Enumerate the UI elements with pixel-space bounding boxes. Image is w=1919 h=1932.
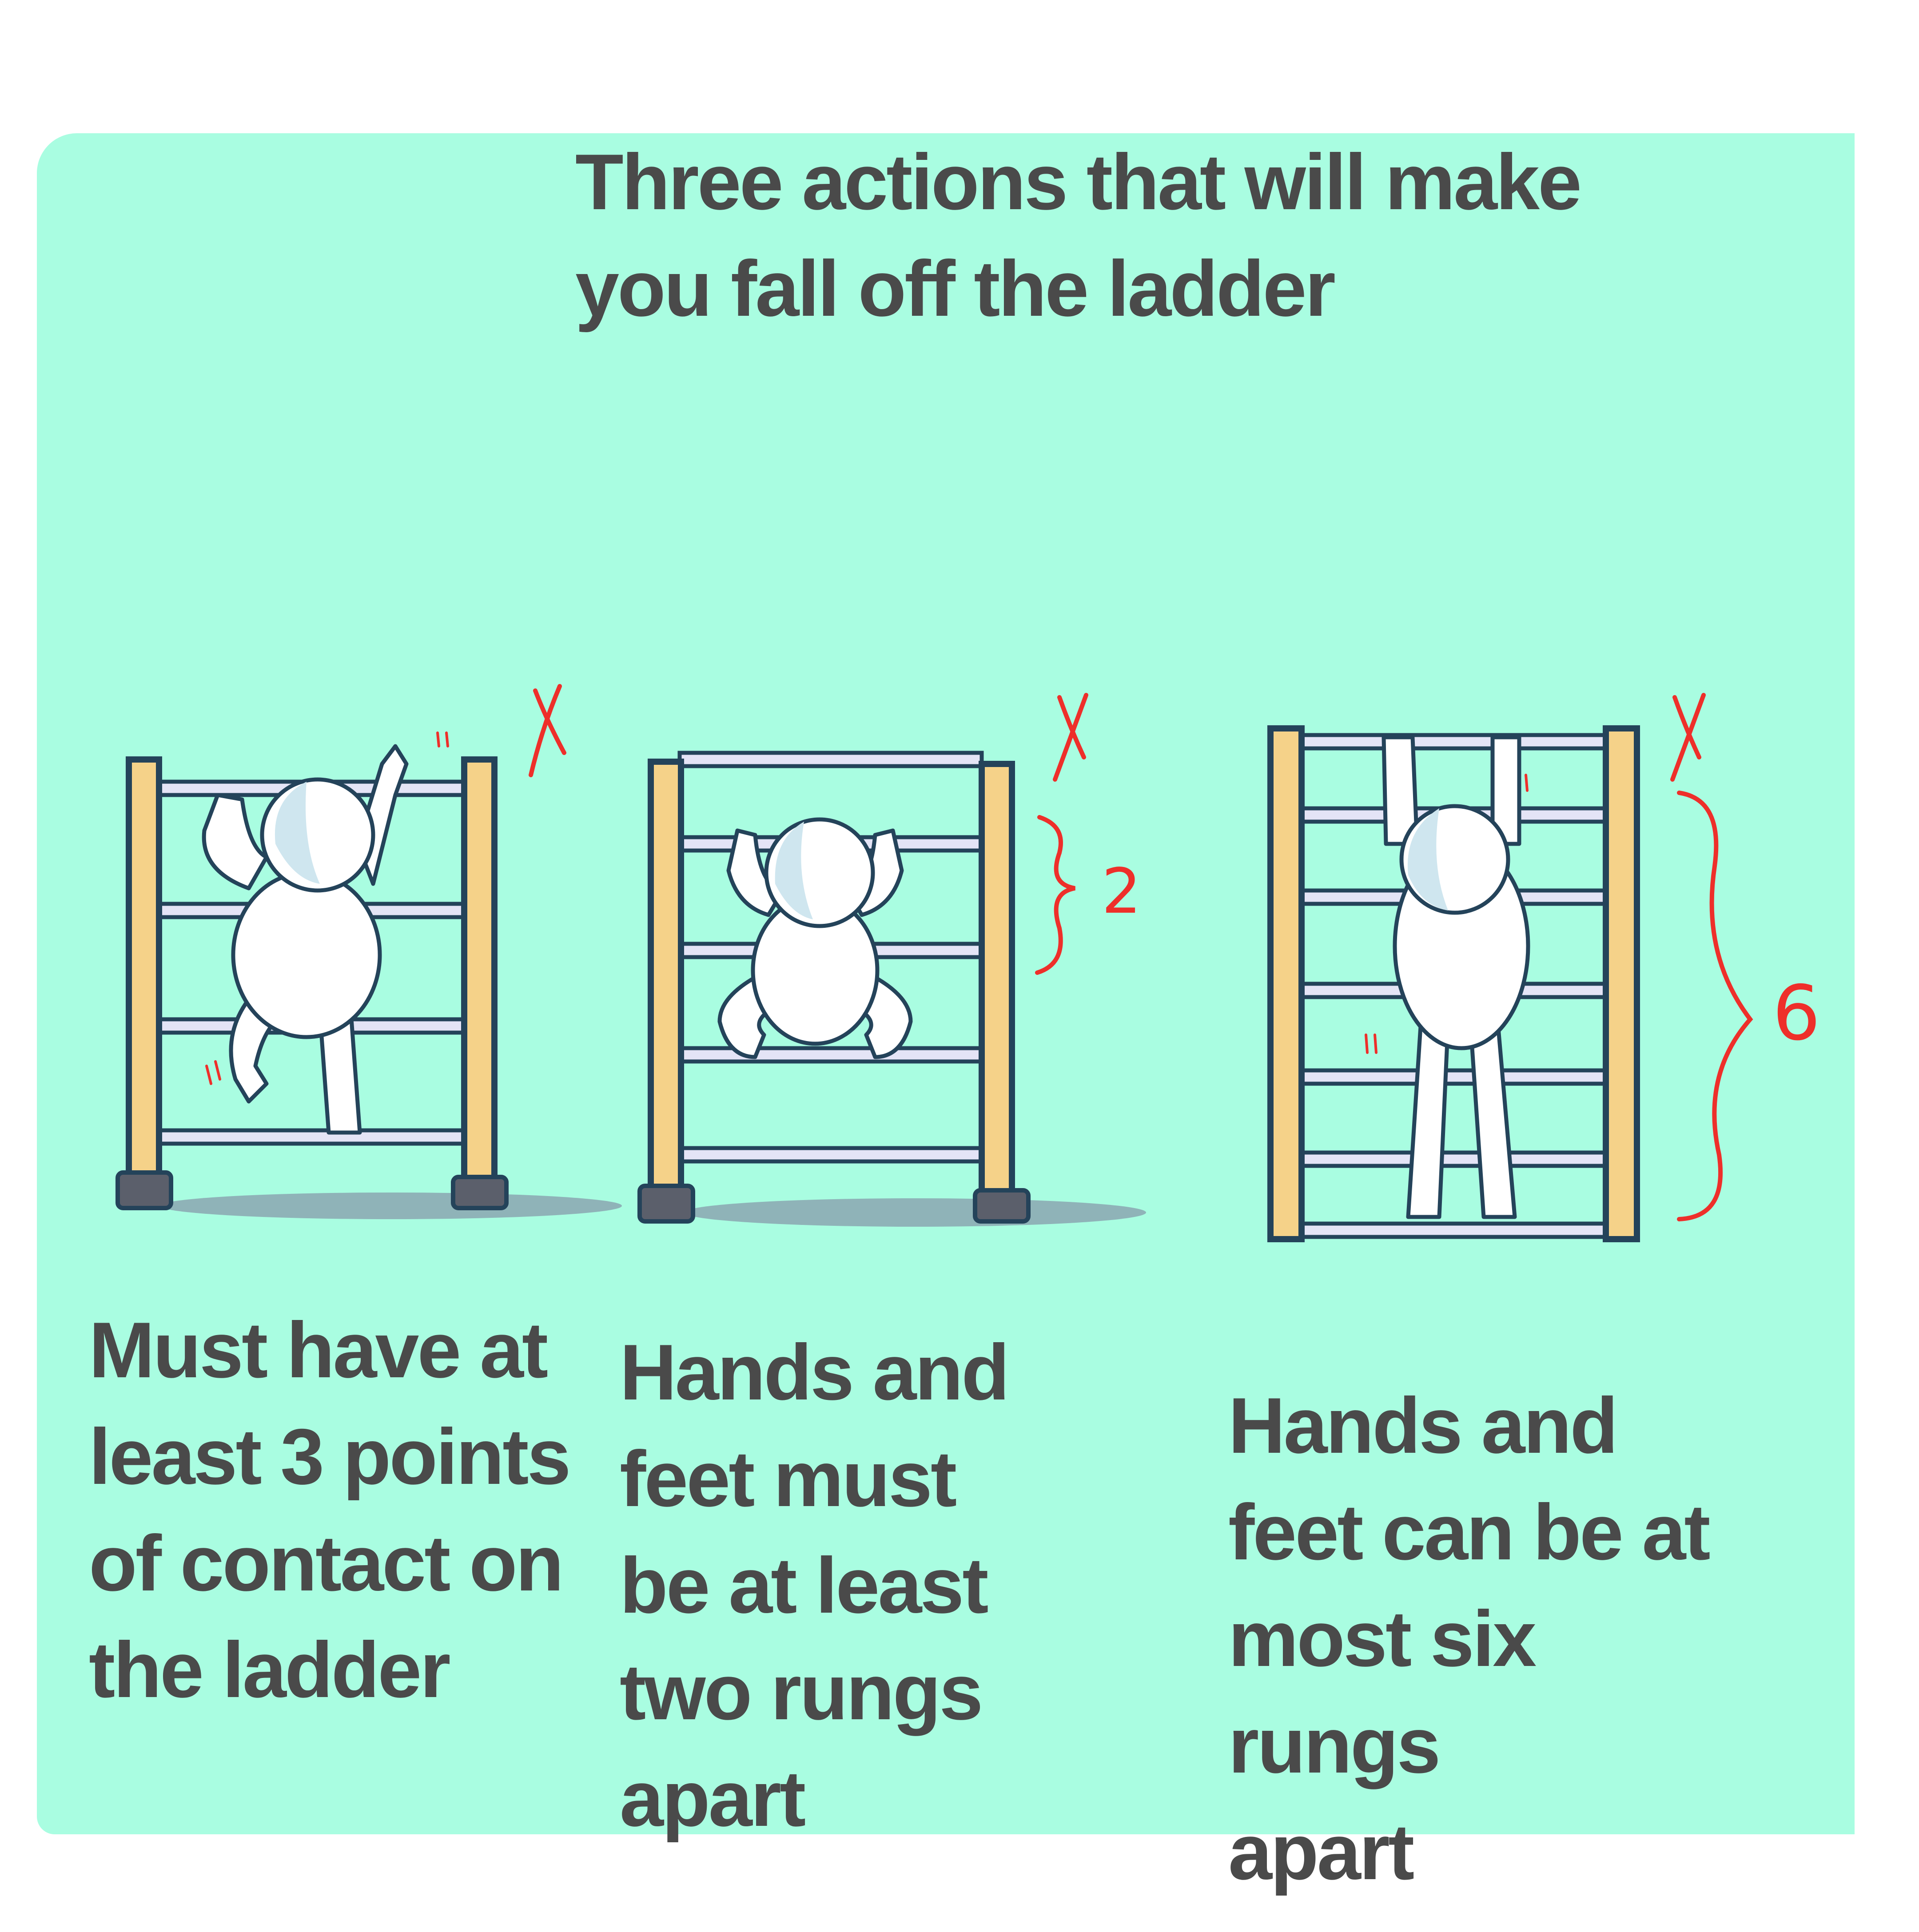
ladder-1-motion-lines-top [436,731,449,747]
climber-figure-2 [717,817,913,1059]
climber-figure-3 [1382,735,1530,1219]
ladder-1 [115,731,622,1219]
ladder-2-left-foot [637,1184,695,1224]
page-title: Three actions that will make you fall of… [575,138,1582,333]
ladder-3-right-rail [1603,725,1640,1242]
ladder-2-right-rail [979,761,1015,1202]
ladder-1-left-rail [126,756,162,1189]
caption-1: Must have at least 3 points of contact o… [89,1306,571,1714]
ladder-2-right-foot [973,1188,1031,1224]
curly-brace-icon [1035,791,1753,1221]
ladder-1-motion-lines [205,1060,221,1085]
x-mark-icon [529,684,1706,782]
ladder-3-motion-lines-top [1525,774,1529,792]
ladder-2 [637,751,1146,1227]
caption-3: Hands and feet can be at most six rungs … [1228,1381,1711,1896]
ladder-1-right-foot [451,1175,509,1210]
ladder-3-motion-lines [1365,1034,1378,1054]
ladder-1-right-rail [461,756,498,1189]
climber-figure-1 [202,744,409,1135]
ladder-1-shadow [160,1193,622,1219]
ladder-1-left-foot [115,1170,173,1210]
ladder-2-shadow [684,1198,1146,1227]
caption-2: Hands and feet must be at least two rung… [620,1328,1010,1843]
ladder-3-left-rail [1267,725,1305,1242]
ladder-3 [1267,725,1640,1242]
ladder-2-left-rail [648,759,684,1200]
